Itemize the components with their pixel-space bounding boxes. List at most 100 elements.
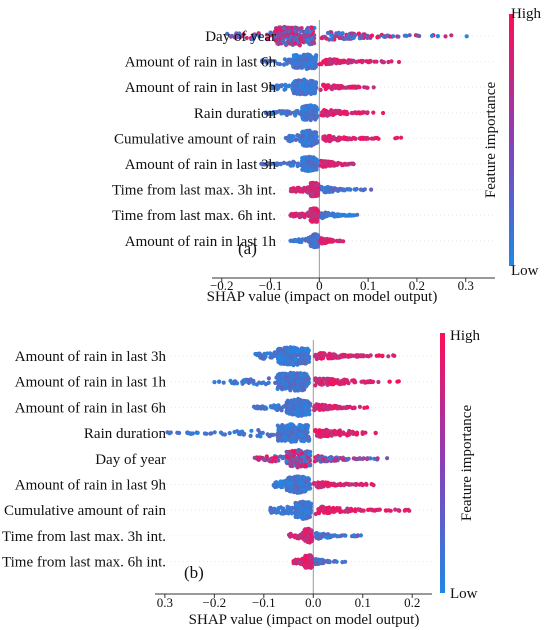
shap-point xyxy=(257,380,262,385)
shap-point xyxy=(349,430,354,436)
shap-point xyxy=(396,59,402,65)
shap-point xyxy=(272,350,277,355)
shap-point xyxy=(281,38,286,44)
feature-label: Cumulative amount of rain xyxy=(114,131,277,147)
shap-point xyxy=(443,34,448,39)
shap-point xyxy=(359,482,364,487)
shap-point xyxy=(275,61,280,66)
shap-point xyxy=(399,135,404,140)
shap-point xyxy=(297,43,302,48)
shap-point xyxy=(285,25,290,30)
shap-point xyxy=(269,85,274,91)
shap-point xyxy=(313,140,318,145)
shap-point xyxy=(396,508,401,513)
shap-point xyxy=(351,378,356,383)
shap-point xyxy=(244,35,249,41)
shap-point xyxy=(221,380,226,385)
shap-point xyxy=(297,111,302,116)
shap-point xyxy=(335,161,340,166)
shap-point xyxy=(329,159,334,165)
shap-point xyxy=(277,425,283,430)
shap-point xyxy=(300,213,305,218)
shap-point xyxy=(257,455,263,460)
shap-point xyxy=(375,456,380,461)
shap-point xyxy=(313,428,318,434)
shap-point xyxy=(331,509,336,514)
shap-point xyxy=(321,352,326,358)
shap-point xyxy=(337,238,343,243)
shap-point xyxy=(340,35,345,40)
shap-point xyxy=(355,212,360,217)
shap-point xyxy=(307,33,312,38)
shap-point xyxy=(300,237,305,242)
shap-point xyxy=(291,110,296,115)
shap-point xyxy=(281,160,287,165)
shap-point xyxy=(212,380,217,385)
shap-point xyxy=(381,110,386,116)
shap-point xyxy=(308,181,313,186)
shap-point xyxy=(298,84,303,89)
shap-point xyxy=(313,61,318,66)
shap-point xyxy=(283,385,288,390)
shap-point xyxy=(350,59,355,64)
shap-point xyxy=(403,507,408,512)
shap-point xyxy=(313,187,319,192)
shap-point xyxy=(357,404,362,409)
shap-point xyxy=(310,233,315,239)
shap-point xyxy=(289,34,294,39)
shap-point xyxy=(351,456,356,461)
panel-b-beeswarm xyxy=(155,340,432,594)
shap-point xyxy=(209,431,214,436)
shap-point xyxy=(317,62,322,67)
shap-point xyxy=(296,237,301,242)
shap-point xyxy=(287,29,292,34)
shap-point xyxy=(324,113,329,118)
shap-point xyxy=(314,183,319,188)
shap-point xyxy=(303,376,308,382)
shap-point xyxy=(299,515,304,520)
shap-point xyxy=(349,110,354,116)
shap-point xyxy=(330,377,336,382)
shap-point xyxy=(291,386,296,391)
shap-point xyxy=(273,162,278,167)
shap-point xyxy=(340,352,346,357)
shap-point xyxy=(295,378,300,384)
shap-point xyxy=(273,459,278,464)
shap-point xyxy=(286,58,291,63)
shap-point xyxy=(325,185,330,190)
shap-point xyxy=(314,160,320,165)
shap-point xyxy=(227,431,232,436)
shap-point xyxy=(302,79,307,84)
shap-point xyxy=(304,502,309,507)
shap-point xyxy=(319,239,324,244)
shap-point xyxy=(346,405,351,410)
shap-point xyxy=(306,61,311,66)
shap-point xyxy=(464,34,469,39)
shap-point xyxy=(292,352,297,357)
shap-point xyxy=(242,431,247,436)
shap-point xyxy=(261,380,266,385)
shap-point xyxy=(317,430,322,435)
shap-point xyxy=(365,85,370,90)
shap-point xyxy=(303,464,308,469)
shap-point xyxy=(300,62,305,67)
shap-point xyxy=(282,26,287,31)
shap-point xyxy=(279,358,285,363)
shap-point xyxy=(380,60,386,65)
shap-point xyxy=(351,162,356,167)
shap-point xyxy=(319,185,324,190)
shap-point xyxy=(369,187,374,192)
shap-point xyxy=(258,355,263,360)
shap-point xyxy=(310,218,315,223)
shap-point xyxy=(268,404,273,409)
shap-point xyxy=(366,507,371,512)
shap-point xyxy=(323,459,329,464)
shap-point xyxy=(320,480,325,485)
shap-point xyxy=(299,463,304,468)
shap-point xyxy=(273,30,278,36)
shap-point xyxy=(310,157,316,162)
shap-point xyxy=(348,35,353,40)
shap-point xyxy=(417,33,422,39)
shap-point xyxy=(435,34,440,39)
shap-point xyxy=(280,511,286,516)
